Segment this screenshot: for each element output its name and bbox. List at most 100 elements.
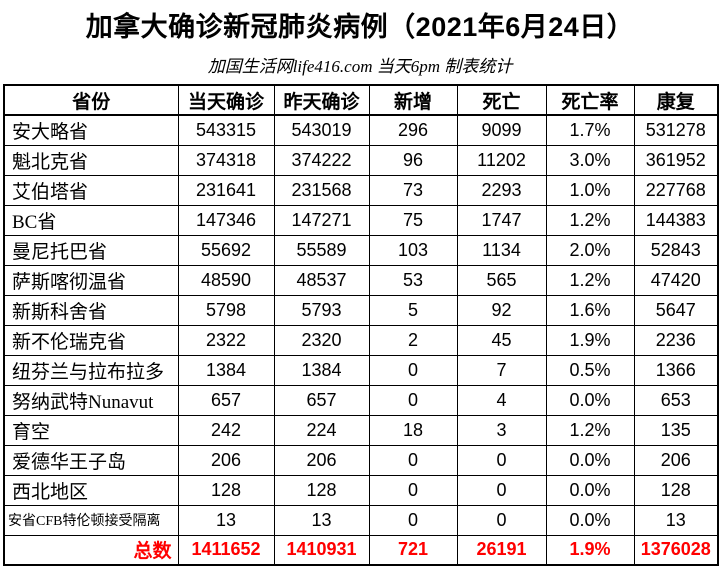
- province-cell: 魁北克省: [3, 144, 179, 176]
- province-cell: 育空: [3, 414, 179, 446]
- value-cell: 1.2%: [545, 264, 635, 296]
- value-cell: 0: [456, 444, 547, 476]
- table-row: 新斯科舍省 5798 5793 5 92 1.6% 5647: [3, 294, 719, 326]
- value-cell: 206: [273, 444, 370, 476]
- value-cell: 657: [177, 384, 275, 416]
- table-row: 魁北克省 374318 374222 96 11202 3.0% 361952: [3, 144, 719, 176]
- header-row: 省份 当天确诊 昨天确诊 新增 死亡 死亡率 康复: [3, 84, 719, 116]
- value-cell: 242: [177, 414, 275, 446]
- table-row: 安省CFB特伦顿接受隔离 13 13 0 0 0.0% 13: [3, 504, 719, 536]
- header-cell: 当天确诊: [177, 84, 275, 116]
- value-cell: 128: [633, 474, 719, 506]
- header-cell: 省份: [3, 84, 179, 116]
- value-cell: 2293: [456, 174, 547, 206]
- table-row: 新不伦瑞克省 2322 2320 2 45 1.9% 2236: [3, 324, 719, 356]
- value-cell: 9099: [456, 114, 547, 146]
- totals-label-cell: 总数: [3, 534, 179, 566]
- table-row: 艾伯塔省 231641 231568 73 2293 1.0% 227768: [3, 174, 719, 206]
- header-cell: 死亡率: [545, 84, 635, 116]
- header-cell: 康复: [633, 84, 719, 116]
- value-cell: 55589: [273, 234, 370, 266]
- province-cell: 艾伯塔省: [3, 174, 179, 206]
- value-cell: 147271: [273, 204, 370, 236]
- value-cell: 5793: [273, 294, 370, 326]
- value-cell: 653: [633, 384, 719, 416]
- value-cell: 128: [273, 474, 370, 506]
- value-cell: 0.5%: [545, 354, 635, 386]
- table-row: 安大略省 543315 543019 296 9099 1.7% 531278: [3, 114, 719, 146]
- province-cell: 西北地区: [3, 474, 179, 506]
- value-cell: 0: [456, 504, 547, 536]
- covid-stats-table: 省份 当天确诊 昨天确诊 新增 死亡 死亡率 康复 安大略省 543315 543019 296 9…: [3, 84, 719, 566]
- value-cell: 1.2%: [545, 414, 635, 446]
- value-cell: 135: [633, 414, 719, 446]
- value-cell: 657: [273, 384, 370, 416]
- value-cell: 0.0%: [545, 474, 635, 506]
- table-row: 纽芬兰与拉布拉多 1384 1384 0 7 0.5% 1366: [3, 354, 719, 386]
- province-cell: 曼尼托巴省: [3, 234, 179, 266]
- value-cell: 144383: [633, 204, 719, 236]
- value-cell: 11202: [456, 144, 547, 176]
- value-cell: 2236: [633, 324, 719, 356]
- value-cell: 5798: [177, 294, 275, 326]
- value-cell: 0: [368, 504, 458, 536]
- value-cell: 75: [368, 204, 458, 236]
- province-cell: 爱德华王子岛: [3, 444, 179, 476]
- value-cell: 147346: [177, 204, 275, 236]
- value-cell: 0: [456, 474, 547, 506]
- value-cell: 13: [177, 504, 275, 536]
- value-cell: 1384: [273, 354, 370, 386]
- value-cell: 374318: [177, 144, 275, 176]
- value-cell: 206: [633, 444, 719, 476]
- totals-row: 总数 1411652 1410931 721 26191 1.9% 1376028: [3, 534, 719, 566]
- value-cell: 2: [368, 324, 458, 356]
- totals-value-cell: 721: [368, 534, 458, 566]
- header-cell: 死亡: [456, 84, 547, 116]
- value-cell: 224: [273, 414, 370, 446]
- value-cell: 361952: [633, 144, 719, 176]
- value-cell: 0: [368, 384, 458, 416]
- value-cell: 53: [368, 264, 458, 296]
- value-cell: 1.9%: [545, 324, 635, 356]
- totals-value-cell: 1.9%: [545, 534, 635, 566]
- value-cell: 0.0%: [545, 504, 635, 536]
- table-body: 安大略省 543315 543019 296 9099 1.7% 531278 魁北克省 374…: [3, 114, 719, 536]
- table-row: 萨斯喀彻温省 48590 48537 53 565 1.2% 47420: [3, 264, 719, 296]
- value-cell: 231568: [273, 174, 370, 206]
- value-cell: 45: [456, 324, 547, 356]
- table-row: 西北地区 128 128 0 0 0.0% 128: [3, 474, 719, 506]
- province-cell: BC省: [3, 204, 179, 236]
- value-cell: 7: [456, 354, 547, 386]
- table-row: 曼尼托巴省 55692 55589 103 1134 2.0% 52843: [3, 234, 719, 266]
- value-cell: 103: [368, 234, 458, 266]
- value-cell: 13: [633, 504, 719, 536]
- value-cell: 47420: [633, 264, 719, 296]
- value-cell: 96: [368, 144, 458, 176]
- province-cell: 新斯科舍省: [3, 294, 179, 326]
- province-cell: 安大略省: [3, 114, 179, 146]
- value-cell: 0: [368, 354, 458, 386]
- totals-value-cell: 1411652: [177, 534, 275, 566]
- value-cell: 1.0%: [545, 174, 635, 206]
- page-title: 加拿大确诊新冠肺炎病例（2021年6月24日）: [85, 12, 635, 42]
- value-cell: 1134: [456, 234, 547, 266]
- value-cell: 1.7%: [545, 114, 635, 146]
- value-cell: 296: [368, 114, 458, 146]
- province-cell: 努纳武特Nunavut: [3, 384, 179, 416]
- table-row: 努纳武特Nunavut 657 657 0 4 0.0% 653: [3, 384, 719, 416]
- table-row: BC省 147346 147271 75 1747 1.2% 144383: [3, 204, 719, 236]
- value-cell: 0.0%: [545, 384, 635, 416]
- value-cell: 92: [456, 294, 547, 326]
- province-cell: 纽芬兰与拉布拉多: [3, 354, 179, 386]
- header-cell: 昨天确诊: [273, 84, 370, 116]
- value-cell: 3.0%: [545, 144, 635, 176]
- source-caption: 加国生活网life416.com 当天6pm 制表统计: [207, 57, 513, 76]
- value-cell: 5647: [633, 294, 719, 326]
- value-cell: 1366: [633, 354, 719, 386]
- totals-value-cell: 1376028: [633, 534, 719, 566]
- value-cell: 227768: [633, 174, 719, 206]
- value-cell: 1.2%: [545, 204, 635, 236]
- value-cell: 531278: [633, 114, 719, 146]
- province-cell: 新不伦瑞克省: [3, 324, 179, 356]
